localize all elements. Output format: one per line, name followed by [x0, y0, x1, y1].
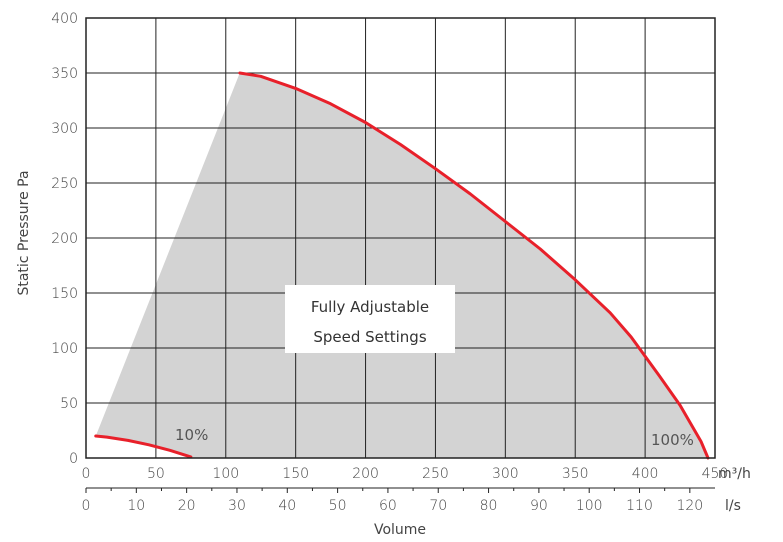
series-layer	[94, 71, 710, 460]
x-tick-label-m3h: 50	[147, 466, 165, 482]
y-tick-label: 250	[51, 176, 78, 192]
x-tick-label-m3h: 150	[282, 466, 309, 482]
x-tick-label-m3h: 450	[702, 466, 729, 482]
series-label-100: 100%	[651, 431, 694, 449]
x-tick-label-m3h: 300	[492, 466, 519, 482]
x-tick-label-ls: 20	[178, 498, 196, 514]
x-tick-label-m3h: 350	[562, 466, 589, 482]
plot-frame	[85, 17, 716, 459]
operating-area-label-line2: Speed Settings	[313, 328, 426, 346]
x-tick-label-ls: 90	[530, 498, 548, 514]
series-label-10: 10%	[175, 426, 208, 444]
x-tick-label-ls: 60	[379, 498, 397, 514]
x-unit-secondary: l/s	[725, 498, 741, 514]
x-axis-label: Volume	[374, 522, 426, 538]
operating-area-layer	[95, 73, 709, 458]
x-tick-label-ls: 120	[676, 498, 703, 514]
x-tick-label-ls: 100	[576, 498, 603, 514]
operating-area	[95, 73, 709, 458]
x-unit-primary: m³/h	[718, 466, 751, 482]
y-tick-label: 150	[51, 286, 78, 302]
x-tick-label-ls: 80	[480, 498, 498, 514]
y-tick-label: 0	[69, 451, 78, 467]
x-tick-label-m3h: 250	[422, 466, 449, 482]
x-tick-label-ls: 50	[329, 498, 347, 514]
x-tick-label-ls: 70	[429, 498, 447, 514]
operating-area-label-line1: Fully Adjustable	[311, 298, 429, 316]
x-tick-label-m3h: 400	[632, 466, 659, 482]
x-tick-label-m3h: 200	[352, 466, 379, 482]
x-tick-label-ls: 30	[228, 498, 246, 514]
y-axis-label: Static Pressure Pa	[16, 170, 32, 295]
x-tick-label-ls: 0	[82, 498, 91, 514]
x-tick-label-ls: 10	[127, 498, 145, 514]
y-tick-label: 50	[60, 396, 78, 412]
y-tick-label: 200	[51, 231, 78, 247]
x-tick-label-m3h: 0	[82, 466, 91, 482]
operating-area-label-box	[285, 285, 455, 353]
series-line-100	[238, 71, 710, 460]
y-tick-label: 100	[51, 341, 78, 357]
plot-border	[85, 17, 716, 459]
x-tick-label-m3h: 100	[212, 466, 239, 482]
y-tick-label: 400	[51, 11, 78, 27]
series-line-10	[94, 434, 193, 459]
y-tick-label: 300	[51, 121, 78, 137]
x-tick-label-ls: 40	[278, 498, 296, 514]
x-tick-label-ls: 110	[626, 498, 653, 514]
y-tick-label: 350	[51, 66, 78, 82]
